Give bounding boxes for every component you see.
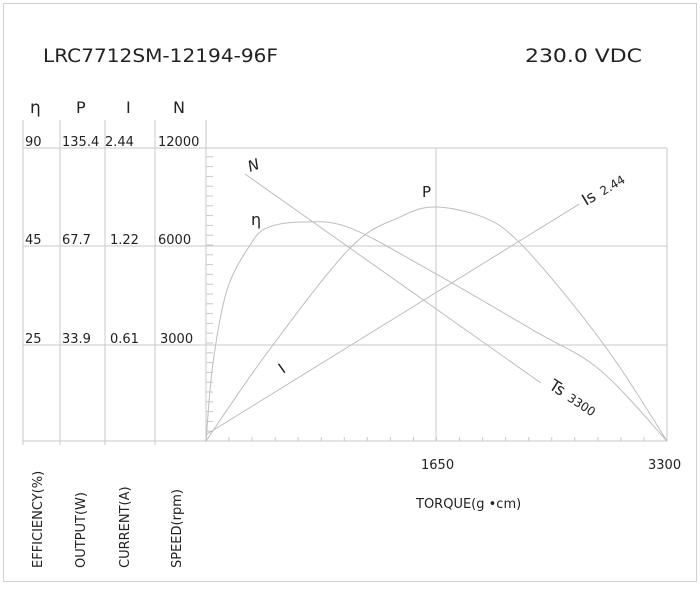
tick-p-339: 33.9 xyxy=(62,332,91,347)
tick-i-244: 2.44 xyxy=(105,135,134,150)
stall-current-value: 2.44 xyxy=(597,173,627,199)
grid xyxy=(22,120,668,445)
model-title: LRC7712SM-12194-96F xyxy=(43,45,278,67)
tick-eff-90: 90 xyxy=(25,135,42,150)
tick-i-061: 0.61 xyxy=(110,332,139,347)
voltage-label: 230.0 VDC xyxy=(525,45,642,67)
stall-torque-label: Ts xyxy=(545,375,569,400)
curve-label-eta: η xyxy=(251,210,261,229)
curve-speed xyxy=(244,173,542,384)
tick-p-677: 67.7 xyxy=(62,233,91,248)
tick-n-6000: 6000 xyxy=(158,233,191,248)
stall-torque-value: 3300 xyxy=(565,391,598,419)
tick-eff-25: 25 xyxy=(25,332,42,347)
curve-label-i: I xyxy=(275,360,289,377)
outer-border xyxy=(3,3,697,582)
tick-n-12000: 12000 xyxy=(158,135,199,150)
ylabel-speed: SPEED(rpm) xyxy=(170,489,185,568)
tick-i-122: 1.22 xyxy=(110,233,139,248)
axis-symbol-efficiency: η xyxy=(30,98,41,118)
curve-efficiency xyxy=(205,221,668,442)
tick-eff-45: 45 xyxy=(25,233,42,248)
x-axis-label: TORQUE(g •cm) xyxy=(415,497,521,512)
curve-label-n: N xyxy=(245,155,262,176)
ylabel-output: OUTPUT(W) xyxy=(74,492,89,568)
curve-output xyxy=(205,206,668,442)
stall-current-label: Is xyxy=(578,186,599,209)
ylabel-efficiency: EFFICIENCY(%) xyxy=(31,471,46,568)
x-tick-3300: 3300 xyxy=(648,458,681,473)
curve-current xyxy=(205,203,580,436)
axis-symbol-speed: N xyxy=(173,98,185,117)
curve-label-p: P xyxy=(422,183,431,201)
ylabel-current: CURRENT(A) xyxy=(118,486,133,568)
tick-n-3000: 3000 xyxy=(160,332,193,347)
axis-symbol-output: P xyxy=(76,98,86,117)
axis-symbol-current: I xyxy=(126,98,131,117)
x-tick-1650: 1650 xyxy=(421,458,454,473)
tick-p-135: 135.4 xyxy=(62,135,99,150)
